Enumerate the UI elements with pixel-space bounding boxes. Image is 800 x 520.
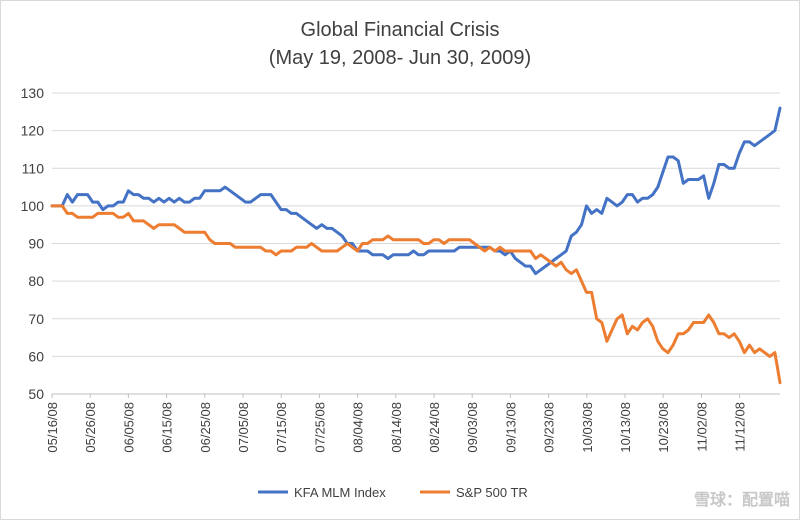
x-tick-label: 07/05/08	[236, 402, 251, 453]
x-tick-label: 05/16/08	[45, 402, 60, 453]
x-tick-label: 10/23/08	[656, 402, 671, 453]
y-tick-label: 120	[21, 123, 45, 139]
axes: 50 60 70 80 90 100 110 120 130 05/16/08 05/26/08 06…	[21, 85, 780, 453]
x-tick-label: 10/13/08	[618, 402, 633, 453]
y-tick-label: 100	[21, 198, 45, 214]
y-tick-label: 110	[22, 160, 45, 176]
x-tick-label: 08/04/08	[351, 402, 366, 453]
watermark-text: 雪球：配置喵	[694, 490, 790, 509]
y-tick-label: 90	[28, 236, 44, 252]
y-tick-label: 80	[28, 273, 44, 289]
x-tick-label: 09/23/08	[542, 402, 557, 453]
x-tick-label: 09/13/08	[503, 402, 518, 453]
y-tick-label: 70	[28, 311, 44, 327]
chart-title: Global Financial Crisis	[301, 19, 500, 41]
x-tick-label: 05/26/08	[83, 402, 98, 453]
x-tick-label: 08/24/08	[427, 402, 442, 453]
x-tick-label: 07/15/08	[274, 402, 289, 453]
y-tick-label: 50	[28, 386, 44, 402]
x-tick-label: 10/03/08	[580, 402, 595, 453]
x-tick-label: 06/15/08	[160, 402, 175, 453]
legend-label-sp500: S&P 500 TR	[456, 485, 528, 500]
series-line-kfa-mlm-index	[50, 106, 782, 276]
y-tick-label: 60	[28, 348, 44, 364]
legend-label-kfa: KFA MLM Index	[294, 485, 386, 500]
x-tick-label: 11/02/08	[694, 402, 709, 452]
x-tick-label: 06/25/08	[198, 402, 213, 453]
x-tick-label: 09/03/08	[465, 402, 480, 453]
series-line-sp500-tr	[50, 204, 782, 385]
x-tick-label: 07/25/08	[312, 402, 327, 453]
x-tick-label: 08/14/08	[389, 402, 404, 453]
y-tick-label: 130	[21, 85, 45, 101]
x-tick-label: 11/12/08	[733, 402, 748, 452]
series-lines	[50, 106, 782, 385]
chart-subtitle: (May 19, 2008- Jun 30, 2009)	[269, 47, 531, 69]
legend: KFA MLM Index S&P 500 TR	[258, 485, 528, 500]
x-tick-label: 06/05/08	[121, 402, 136, 453]
